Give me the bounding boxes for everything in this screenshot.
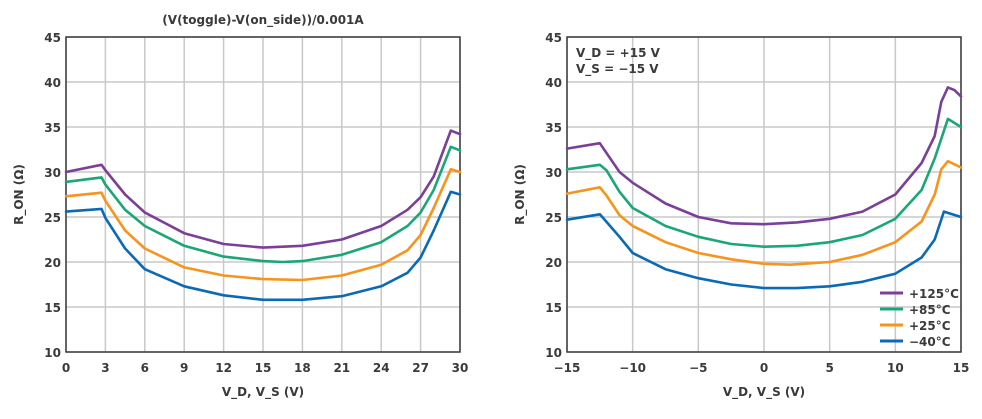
series-line-3 bbox=[565, 159, 963, 267]
x-tick-label: 21 bbox=[333, 361, 350, 375]
x-tick-label: 9 bbox=[180, 361, 188, 375]
y-axis-label: R_ON (Ω) bbox=[513, 164, 528, 225]
y-tick-label: 10 bbox=[44, 346, 61, 360]
y-tick-label: 25 bbox=[545, 211, 562, 225]
x-tick-label: 18 bbox=[294, 361, 311, 375]
x-tick-label: 24 bbox=[373, 361, 390, 375]
x-tick-label: 6 bbox=[141, 361, 149, 375]
x-tick-label: −5 bbox=[689, 361, 707, 375]
y-tick-label: 25 bbox=[44, 211, 61, 225]
x-axis-label: V_D, V_S (V) bbox=[222, 385, 304, 400]
series-line-2 bbox=[565, 117, 963, 248]
y-tick-label: 10 bbox=[545, 346, 562, 360]
x-tick-label: 3 bbox=[101, 361, 109, 375]
series-line-2 bbox=[64, 145, 462, 264]
y-tick-label: 15 bbox=[44, 301, 61, 315]
legend-label: +85°C bbox=[909, 303, 951, 317]
legend: +125°C +85°C +25°C −40°C bbox=[880, 287, 959, 349]
x-tick-label: 5 bbox=[825, 361, 833, 375]
x-tick-label: 30 bbox=[452, 361, 469, 375]
y-tick-label: 30 bbox=[44, 166, 61, 180]
chart-panel-2: −15 −10 −5 0 5 10 15 10 15 20 25 30 35 40 45 V_D, V_S (… bbox=[513, 31, 969, 400]
x-tick-label: 10 bbox=[887, 361, 904, 375]
legend-label: +25°C bbox=[909, 319, 951, 333]
series-line-4 bbox=[64, 190, 462, 302]
x-tick-label: 15 bbox=[255, 361, 272, 375]
y-axis-label: R_ON (Ω) bbox=[12, 164, 27, 225]
y-tick-label: 30 bbox=[545, 166, 562, 180]
y-tick-label: 40 bbox=[44, 76, 61, 90]
chart-title: (V(toggle)-V(on_side))/0.001A bbox=[162, 13, 364, 28]
y-tick-label: 35 bbox=[545, 121, 562, 135]
annotation-text: V_S = −15 V bbox=[576, 62, 659, 77]
annotation-text: V_D = +15 V bbox=[576, 46, 661, 61]
legend-label: −40°C bbox=[909, 335, 951, 349]
chart-panel-1: 0 3 6 9 12 15 18 21 24 27 30 10 15 20 25 30 35 40 45 (V(tog… bbox=[12, 13, 468, 400]
x-tick-label: 15 bbox=[953, 361, 970, 375]
x-tick-label: 0 bbox=[760, 361, 768, 375]
y-tick-label: 15 bbox=[545, 301, 562, 315]
series-line-1 bbox=[565, 86, 963, 226]
series-line-4 bbox=[565, 210, 963, 290]
y-tick-label: 45 bbox=[44, 31, 61, 45]
x-tick-label: 27 bbox=[412, 361, 429, 375]
y-tick-label: 35 bbox=[44, 121, 61, 135]
x-axis-label: V_D, V_S (V) bbox=[723, 385, 805, 400]
x-tick-label: −10 bbox=[619, 361, 646, 375]
legend-label: +125°C bbox=[909, 287, 959, 301]
y-tick-label: 20 bbox=[44, 256, 61, 270]
series-line-1 bbox=[64, 129, 462, 249]
x-tick-label: −15 bbox=[554, 361, 581, 375]
series-line-3 bbox=[64, 168, 462, 282]
x-tick-label: 12 bbox=[215, 361, 232, 375]
y-tick-label: 20 bbox=[545, 256, 562, 270]
x-tick-label: 0 bbox=[62, 361, 70, 375]
y-tick-label: 45 bbox=[545, 31, 562, 45]
y-tick-label: 40 bbox=[545, 76, 562, 90]
